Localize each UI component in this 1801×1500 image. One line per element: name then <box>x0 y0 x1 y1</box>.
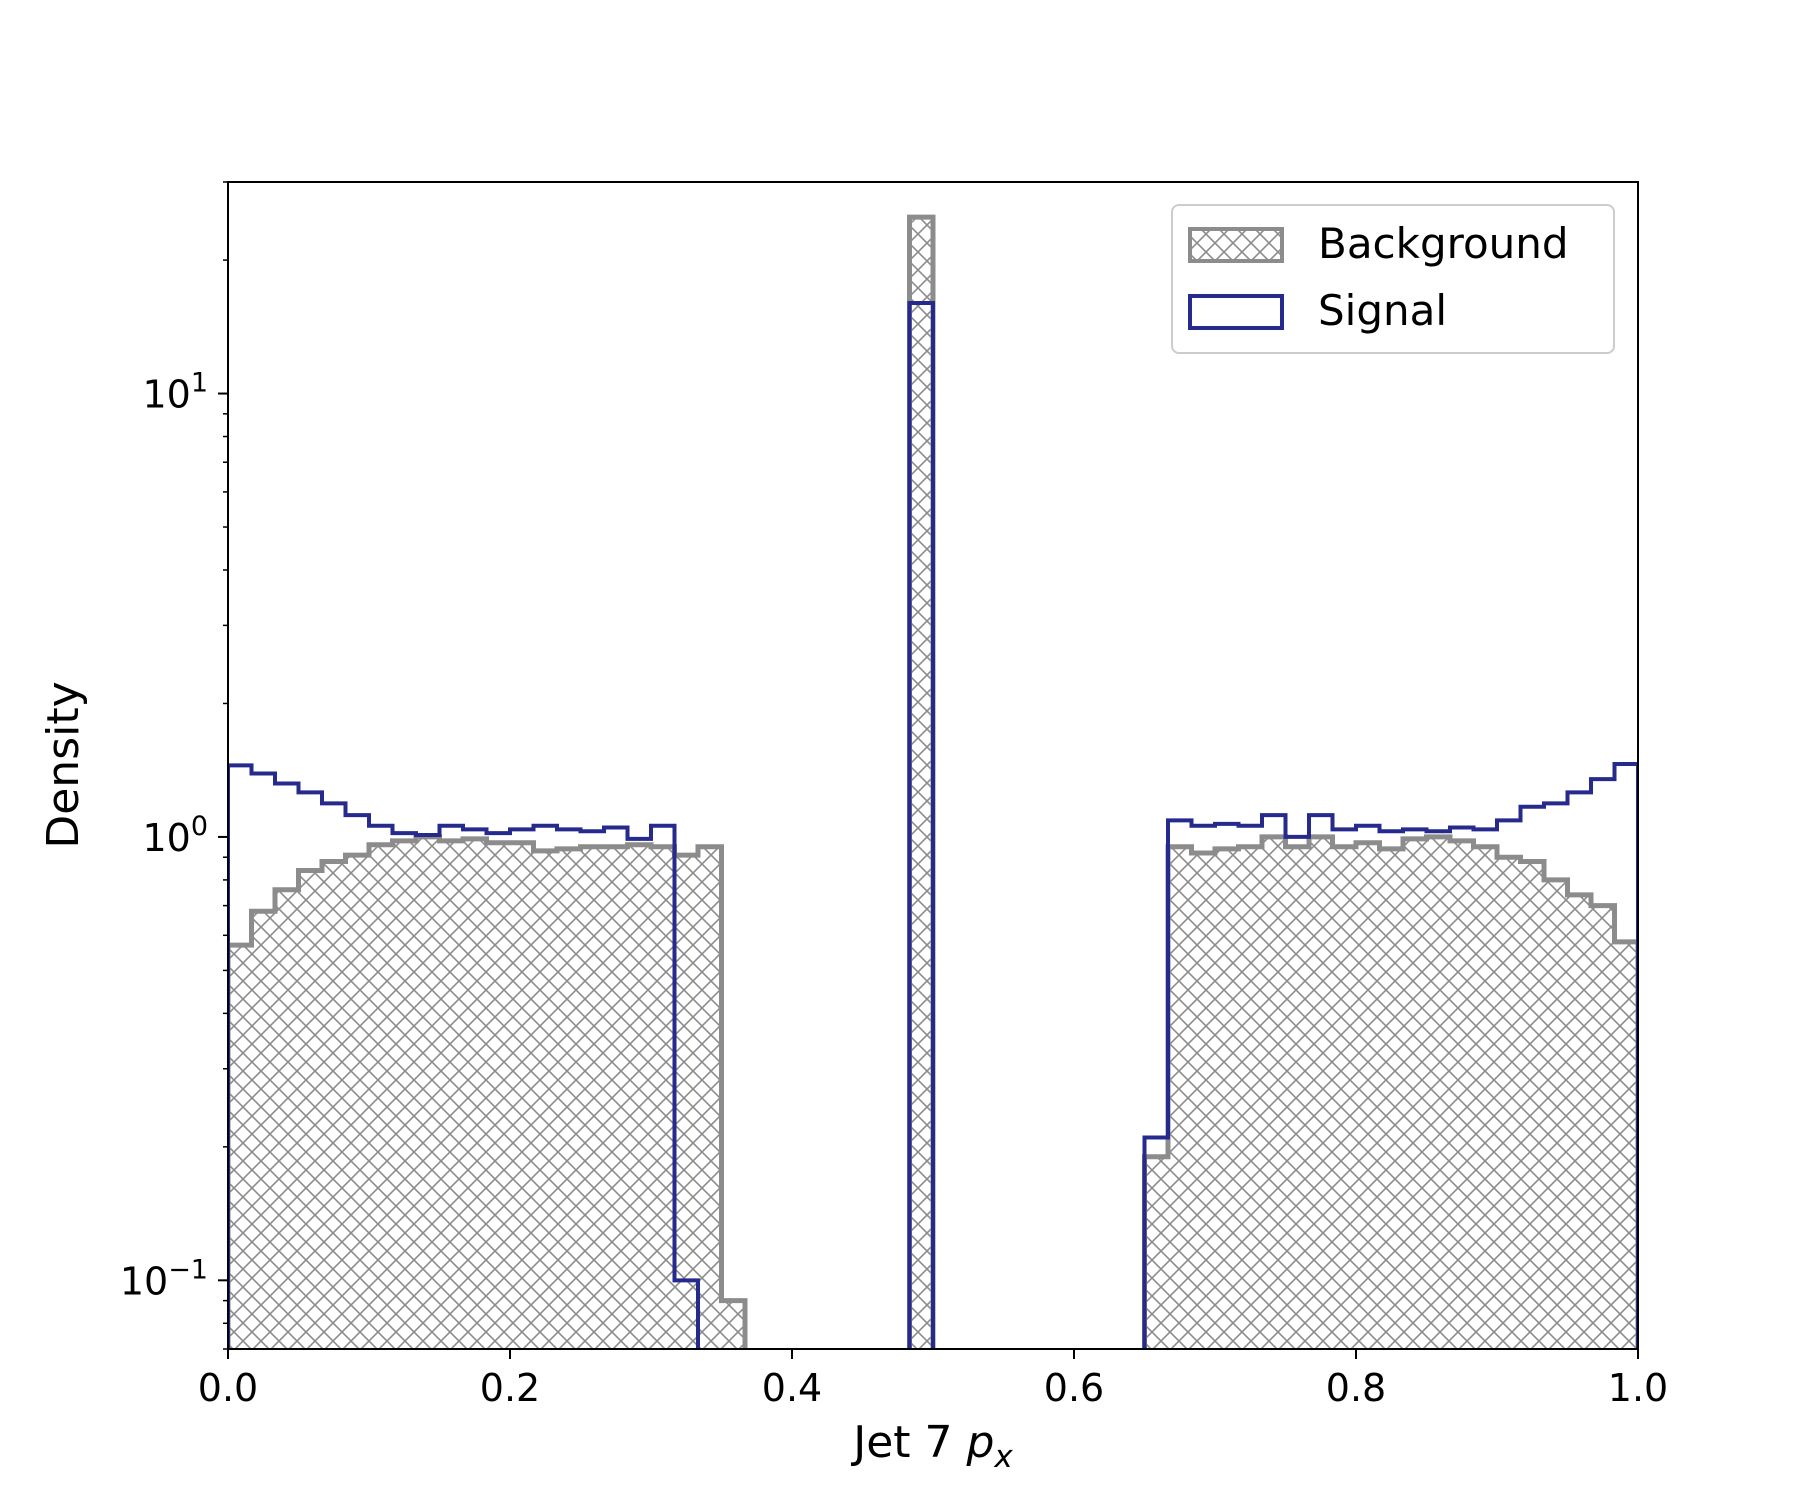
background-bar <box>322 861 346 1349</box>
background-bar <box>1473 846 1497 1349</box>
background-bar <box>1191 852 1215 1349</box>
y-axis: 10−1 100 101 <box>120 181 228 1350</box>
background-bar <box>556 848 581 1349</box>
x-tick-label: 0.4 <box>762 1366 822 1410</box>
histogram-outlines <box>228 214 1638 1349</box>
background-bar <box>1497 857 1521 1349</box>
background-bar <box>1379 848 1404 1349</box>
histogram-bars <box>228 217 1638 1349</box>
background-bar <box>1238 846 1263 1349</box>
background-bar <box>1215 848 1239 1349</box>
legend-label-signal: Signal <box>1318 286 1447 335</box>
background-bar <box>651 846 675 1349</box>
background-bar <box>697 846 722 1349</box>
background-bar <box>1614 941 1638 1349</box>
x-tick-label: 1.0 <box>1608 1366 1668 1410</box>
x-axis-label: Jet 7 px <box>850 1417 1013 1475</box>
background-bar <box>1144 1156 1169 1349</box>
x-tick-label: 0.2 <box>480 1366 540 1410</box>
background-bar <box>1309 836 1333 1349</box>
background-bar <box>627 844 651 1349</box>
background-bar <box>392 840 417 1349</box>
background-bar <box>604 846 628 1349</box>
y-tick-label: 10−1 <box>120 1254 208 1303</box>
background-bar <box>1567 894 1592 1349</box>
legend: Background Signal <box>1171 204 1615 354</box>
background-bar <box>439 840 464 1349</box>
background-bar <box>415 836 440 1349</box>
background-bar <box>909 217 933 1349</box>
x-tick-label: 0.6 <box>1044 1366 1104 1410</box>
x-axis: 0.0 0.2 0.4 0.6 0.8 1.0 <box>198 1349 1668 1410</box>
legend-swatch-signal <box>1188 294 1284 330</box>
x-tick-label: 0.0 <box>198 1366 258 1410</box>
plot-frame <box>227 181 1639 1350</box>
background-bar <box>274 889 299 1349</box>
background-bar <box>1168 846 1192 1349</box>
x-axis-label-subscript: x <box>993 1439 1013 1475</box>
background-bar <box>1591 905 1615 1349</box>
signal-series-outline <box>228 301 1638 1349</box>
background-bar <box>1332 846 1356 1349</box>
background-bar <box>463 838 487 1349</box>
x-tick-label: 0.8 <box>1326 1366 1386 1410</box>
background-bar <box>674 855 699 1349</box>
background-bar <box>1450 840 1474 1349</box>
background-bar <box>1426 836 1451 1349</box>
background-bar <box>1261 836 1286 1349</box>
y-tick-label: 100 <box>142 811 208 860</box>
y-tick-label: 101 <box>142 368 208 417</box>
background-bar <box>1356 842 1380 1349</box>
legend-swatch-background <box>1188 227 1284 263</box>
background-bar <box>369 844 393 1349</box>
background-bar <box>345 855 369 1349</box>
background-bar <box>533 850 558 1349</box>
x-axis-label-variable: p <box>965 1417 994 1468</box>
background-bar <box>510 842 534 1349</box>
background-series-outline <box>228 214 1638 1349</box>
background-bar <box>251 911 276 1349</box>
background-bar <box>1285 846 1310 1349</box>
background-bar <box>721 1300 746 1349</box>
background-bar <box>580 846 605 1349</box>
legend-label-background: Background <box>1318 219 1569 268</box>
background-bar <box>486 842 510 1349</box>
y-axis-label: Density <box>38 681 89 848</box>
background-bar <box>1520 861 1545 1349</box>
x-axis-label-prefix: Jet 7 <box>850 1417 966 1468</box>
background-bar <box>228 945 252 1349</box>
background-bar <box>298 870 323 1349</box>
background-bar <box>1543 879 1568 1349</box>
background-bar <box>1402 838 1427 1349</box>
